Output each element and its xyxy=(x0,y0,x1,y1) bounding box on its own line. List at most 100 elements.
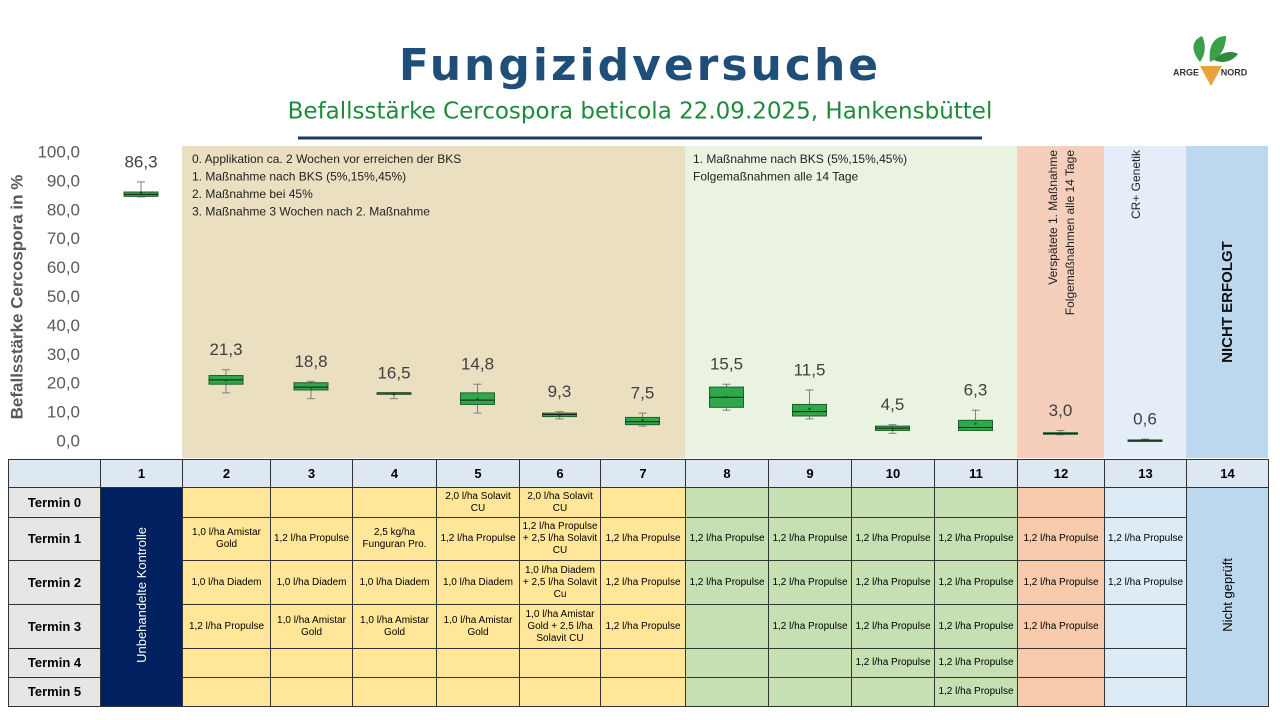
data-label: 7,5 xyxy=(631,384,655,403)
header-row: 1 2 3 4 5 6 7 8 9 10 11 12 13 14 xyxy=(8,459,1269,488)
treatment-cell xyxy=(182,677,271,707)
treatment-cell: 1,0 l/ha Amistar Gold xyxy=(352,604,437,649)
treatment-cell xyxy=(1017,648,1105,678)
mean-marker xyxy=(392,393,396,396)
treatment-cell: 1,0 l/ha Amistar Gold xyxy=(270,604,353,649)
logo-root xyxy=(1200,66,1222,86)
treatment-cell: 1,2 l/ha Propulse xyxy=(934,648,1018,678)
header-cell: 6 xyxy=(519,459,601,488)
header-cell: 8 xyxy=(685,459,769,488)
y-tick-label: 80,0 xyxy=(47,200,80,219)
y-tick-label: 0,0 xyxy=(56,431,80,450)
treatment-cell: 1,2 l/ha Propulse xyxy=(851,560,935,605)
header-cell: 4 xyxy=(352,459,437,488)
data-label: 0,6 xyxy=(1133,410,1157,429)
header-cell: 5 xyxy=(436,459,520,488)
table-row: Termin 0 Unbehandelte Kontrolle 2,0 l/ha S… xyxy=(8,487,1269,707)
y-tick-label: 40,0 xyxy=(47,316,80,335)
treatment-cell: 2,0 l/ha Solavit CU xyxy=(519,487,601,518)
treatment-cell xyxy=(600,677,686,707)
table-row: Termin 5 1,2 l/ha Propulse xyxy=(8,677,1269,707)
treatment-cell xyxy=(352,677,437,707)
treatment-cell xyxy=(685,487,769,518)
treatment-cell: 1,2 l/ha Propulse + 2,5 l/ha Solavit CU xyxy=(519,517,601,561)
data-label: 18,8 xyxy=(294,352,327,371)
logo-leaf xyxy=(1214,52,1238,62)
box xyxy=(792,403,827,417)
treatment-cell xyxy=(600,487,686,518)
annotation: NICHT ERFOLGT xyxy=(1219,241,1236,363)
treatment-cell: 1,2 l/ha Propulse xyxy=(851,517,935,561)
treatment-cell xyxy=(685,648,769,678)
y-tick-label: 50,0 xyxy=(47,287,80,306)
header-cell: 3 xyxy=(270,459,353,488)
treatment-cell: 1,2 l/ha Propulse xyxy=(600,604,686,649)
treatment-cell: 1,2 l/ha Propulse xyxy=(768,604,852,649)
treatment-cell: 1,2 l/ha Propulse xyxy=(1017,560,1105,605)
treatment-cell: 2,5 kg/ha Funguran Pro. xyxy=(352,517,437,561)
treatment-cell: 1,2 l/ha Propulse xyxy=(851,648,935,678)
treatment-cell xyxy=(768,648,852,678)
row-label: Termin 1 xyxy=(8,517,101,561)
y-tick-label: 10,0 xyxy=(47,403,80,422)
data-label: 14,8 xyxy=(461,355,494,374)
zones xyxy=(182,146,1268,458)
data-label: 6,3 xyxy=(964,381,988,400)
treatment-cell xyxy=(270,487,353,518)
treatment-cell xyxy=(768,677,852,707)
treatment-cell: 1,2 l/ha Propulse xyxy=(768,560,852,605)
data-label: 9,3 xyxy=(548,382,572,401)
mean-marker xyxy=(476,398,479,401)
mean-marker xyxy=(558,413,561,417)
treatment-table: 1 2 3 4 5 6 7 8 9 10 11 12 13 14 Termin 0 Unbehandelte … xyxy=(8,459,1269,707)
treatment-cell: 1,0 l/ha Diadem xyxy=(270,560,353,605)
treatment-cell xyxy=(182,648,271,678)
treatment-cell: 1,0 l/ha Diadem xyxy=(352,560,437,605)
logo: ARGE NORD xyxy=(1173,36,1248,86)
treatment-cell xyxy=(436,677,520,707)
treatment-cell xyxy=(768,487,852,518)
annotation: 3. Maßnahme 3 Wochen nach 2. Maßnahme xyxy=(192,205,430,219)
mean-marker xyxy=(891,427,894,431)
treatment-cell: 1,0 l/ha Amistar Gold xyxy=(182,517,271,561)
chart-subtitle: Befallsstärke Cercospora beticola 22.09.… xyxy=(288,99,993,125)
y-tick-label: 30,0 xyxy=(47,345,80,364)
y-tick-label: 70,0 xyxy=(47,229,80,248)
table-row: Termin 1 1,0 l/ha Amistar Gold 1,2 l/ha Pr… xyxy=(8,517,1269,561)
treatment-cell xyxy=(519,648,601,678)
control-cell: Unbehandelte Kontrolle xyxy=(100,487,183,707)
treatment-cell: 1,2 l/ha Propulse xyxy=(270,517,353,561)
control-label: Unbehandelte Kontrolle xyxy=(133,527,149,663)
treatment-cell: 1,2 l/ha Propulse xyxy=(685,560,769,605)
data-label: 21,3 xyxy=(209,340,242,359)
not-tested-cell: Nicht geprüft xyxy=(1186,487,1269,707)
logo-text: ARGE xyxy=(1173,67,1199,77)
header-cell: 13 xyxy=(1104,459,1187,488)
box xyxy=(293,382,329,391)
row-label: Termin 5 xyxy=(8,677,101,707)
annotation: 1. Maßnahme nach BKS (5%,15%,45%) xyxy=(693,152,907,166)
header-cell: 11 xyxy=(934,459,1018,488)
treatment-cell: 1,2 l/ha Propulse xyxy=(1017,517,1105,561)
zone xyxy=(182,146,685,458)
treatment-cell: 1,2 l/ha Propulse xyxy=(436,517,520,561)
treatment-cell: 1,0 l/ha Amistar Gold + 2,5 l/ha Solavit… xyxy=(519,604,601,649)
treatment-cell xyxy=(1017,487,1105,518)
treatment-cell xyxy=(1104,648,1187,678)
treatment-cell xyxy=(352,648,437,678)
data-label: 11,5 xyxy=(794,360,826,379)
mean-marker xyxy=(1143,439,1147,442)
header-cell: 7 xyxy=(600,459,686,488)
zone xyxy=(1104,146,1186,458)
chart-title: Fungizidversuche xyxy=(399,40,881,91)
header-cell: 1 xyxy=(100,459,183,488)
zone xyxy=(685,146,1017,458)
mean-marker xyxy=(139,191,143,194)
treatment-cell xyxy=(270,648,353,678)
zone xyxy=(1186,146,1268,458)
treatment-cell: 1,2 l/ha Propulse xyxy=(600,560,686,605)
header-cell: 10 xyxy=(851,459,935,488)
logo-leaf xyxy=(1193,36,1205,62)
treatment-cell xyxy=(519,677,601,707)
